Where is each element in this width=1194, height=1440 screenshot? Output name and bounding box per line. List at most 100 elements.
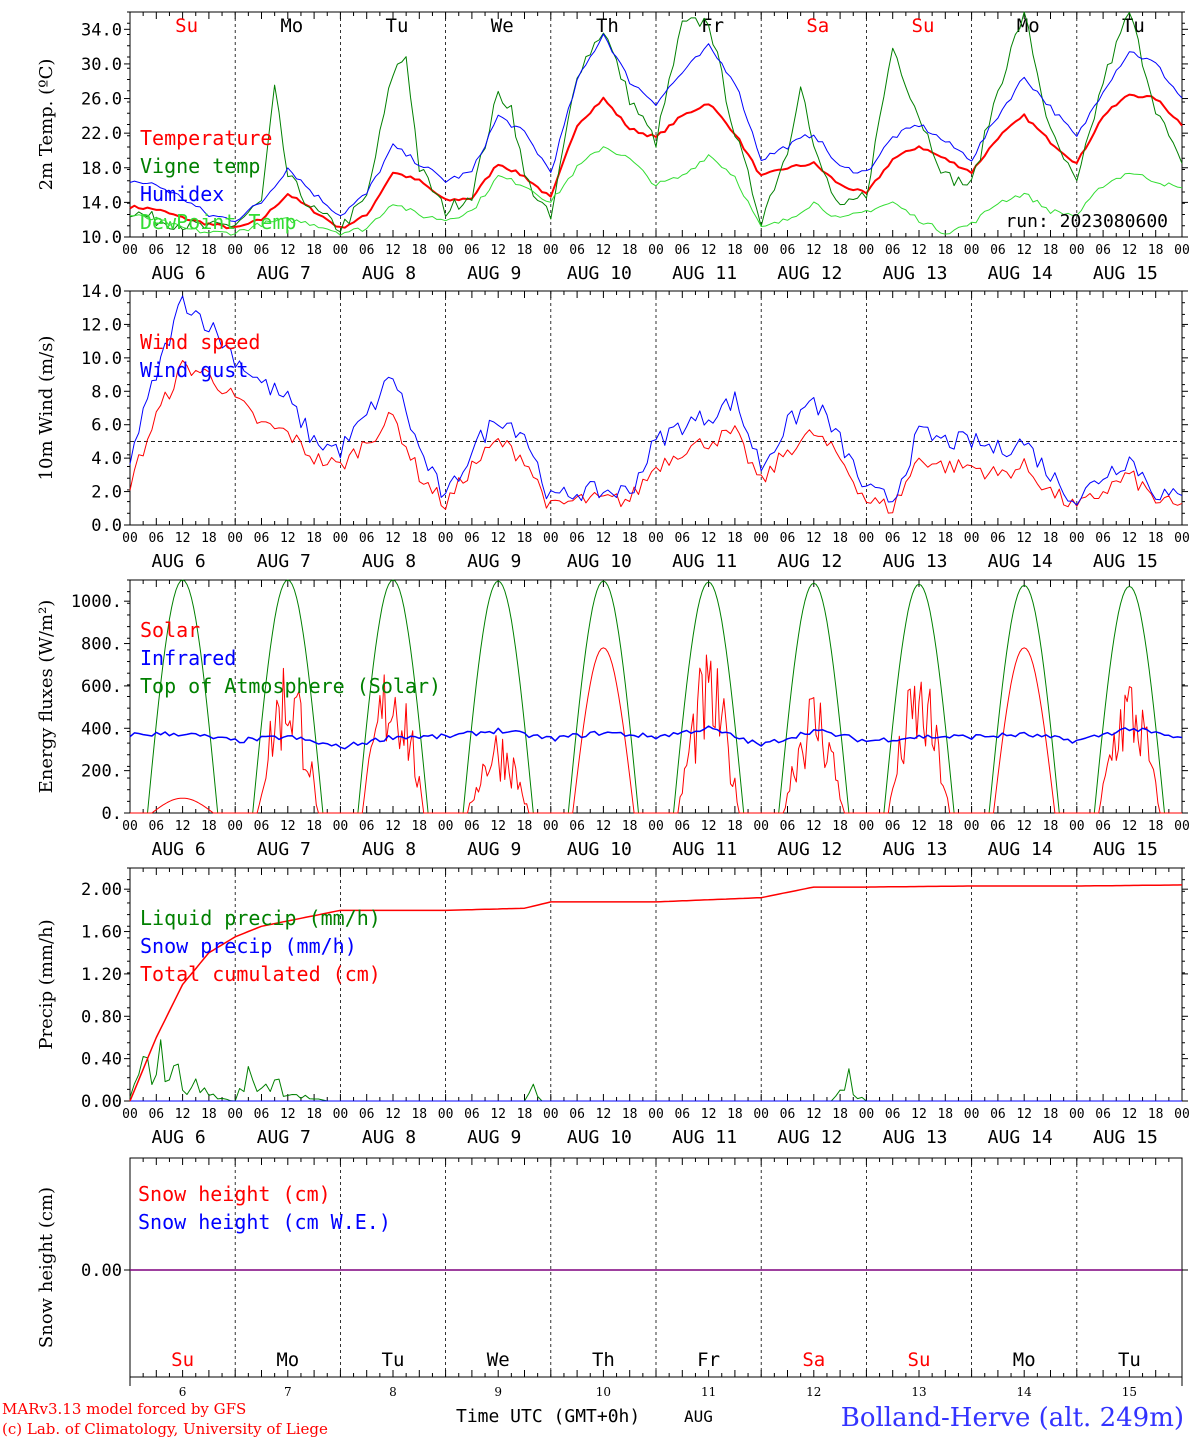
date-label: AUG 7 [257,1127,311,1148]
hour-tick-label: 06 [148,1107,164,1122]
date-label: AUG 12 [777,551,842,572]
panel-frame [129,11,1183,238]
hour-tick-label: 06 [254,819,270,834]
weekday-label: Mo [276,1349,299,1371]
hour-tick-label: 12 [385,243,401,258]
date-label: AUG 13 [882,551,947,572]
hour-tick-label: 18 [411,243,427,258]
hour-tick-label: 06 [990,531,1006,546]
hour-tick-label: 00 [227,243,243,258]
y-tick-label: 0.40 [81,1050,122,1070]
hour-tick-label: 18 [201,243,217,258]
footer: MARv3.13 model forced by GFS (c) Lab. of… [2,1400,1184,1438]
y-tick-label: 30.0 [81,55,122,75]
y-axis-label: 2m Temp. (ºC) [36,59,57,191]
date-label: AUG 8 [362,551,416,572]
series-4 [130,146,1183,236]
legend-entry: DewPoint Temp [140,210,297,234]
hour-tick-label: 18 [306,243,322,258]
hour-tick-label: 00 [753,819,769,834]
date-label: AUG 13 [882,839,947,860]
hour-tick-label: 00 [1174,243,1190,258]
hour-tick-label: 18 [306,819,322,834]
date-label: AUG 9 [467,263,521,284]
weekday-label: Th [596,15,619,37]
hour-tick-label: 06 [254,243,270,258]
hour-tick-label: 12 [280,243,296,258]
hour-tick-label: 12 [280,1107,296,1122]
date-label: AUG 9 [467,1127,521,1148]
hour-tick-label: 00 [1069,1107,1085,1122]
weekday-label: Tu [386,15,409,37]
hour-tick-label: 18 [727,243,743,258]
y-tick-label: 0.00 [81,1092,122,1112]
series-1 [129,360,1183,514]
hour-tick-label: 18 [1148,531,1164,546]
y-tick-label: 34.0 [81,20,122,40]
hour-tick-label: 06 [674,1107,690,1122]
hour-tick-label: 00 [648,1107,664,1122]
hour-tick-label: 18 [411,531,427,546]
hour-tick-label: 00 [122,243,138,258]
y-tick-label: 8.0 [91,382,122,402]
hour-tick-label: 00 [227,531,243,546]
date-label: AUG 7 [257,839,311,860]
legend-entry: Temperature [140,126,272,150]
date-label: AUG 14 [988,263,1053,284]
date-label: AUG 10 [567,263,632,284]
day-number-label: 8 [389,1385,397,1399]
date-label: AUG 11 [672,839,737,860]
credit-line-1: MARv3.13 model forced by GFS [2,1400,246,1418]
hour-tick-label: 00 [438,819,454,834]
weekday-label: Mo [1013,1349,1036,1371]
hour-tick-label: 00 [1069,819,1085,834]
hour-tick-label: 12 [1016,531,1032,546]
series-solar [130,647,1182,814]
hour-tick-label: 06 [674,243,690,258]
hour-tick-label: 06 [1095,243,1111,258]
y-tick-label: 1000. [71,592,122,612]
hour-tick-label: 18 [937,531,953,546]
hour-tick-label: 18 [727,1107,743,1122]
hour-tick-label: 18 [517,1107,533,1122]
panel-4: 0.00 0.40 0.80 1.20 1.60 2.00 Precip (mm/h) Liq… [36,867,1190,1148]
date-label: AUG 13 [882,263,947,284]
hour-tick-label: 06 [569,243,585,258]
hour-tick-label: 00 [859,531,875,546]
y-tick-label: 10.0 [81,228,122,248]
hour-tick-label: 12 [1122,1107,1138,1122]
date-label: AUG 8 [362,839,416,860]
hour-tick-label: 06 [1095,1107,1111,1122]
y-tick-label: 14.0 [81,193,122,213]
hour-tick-label: 18 [727,531,743,546]
hour-tick-label: 00 [333,1107,349,1122]
y-axis-label: Energy fluxes (W/m²) [36,600,57,794]
hour-tick-label: 06 [359,819,375,834]
hour-tick-label: 00 [964,819,980,834]
hour-tick-label: 12 [911,819,927,834]
legend-entry: Total cumulated (cm) [140,962,381,986]
hour-tick-label: 18 [937,819,953,834]
hour-tick-label: 06 [569,531,585,546]
hour-tick-label: 00 [648,819,664,834]
hour-tick-label: 12 [806,531,822,546]
date-label: AUG 6 [152,263,206,284]
hour-tick-label: 06 [148,531,164,546]
hour-tick-label: 00 [648,243,664,258]
date-label: AUG 10 [567,839,632,860]
y-tick-label: 0.0 [91,516,122,536]
weekday-label: We [491,15,514,37]
date-label: AUG 8 [362,1127,416,1148]
date-label: AUG 12 [777,263,842,284]
hour-tick-label: 00 [122,819,138,834]
weekday-label: Tu [1122,15,1145,37]
date-label: AUG 14 [988,1127,1053,1148]
weekday-label: Sa [806,15,829,37]
hour-tick-label: 06 [569,819,585,834]
y-tick-label: 600. [81,677,122,697]
date-label: AUG 9 [467,551,521,572]
hour-tick-label: 00 [543,531,559,546]
legend-entry: Humidex [140,182,224,206]
hour-tick-label: 00 [1174,1107,1190,1122]
hour-tick-label: 18 [937,243,953,258]
